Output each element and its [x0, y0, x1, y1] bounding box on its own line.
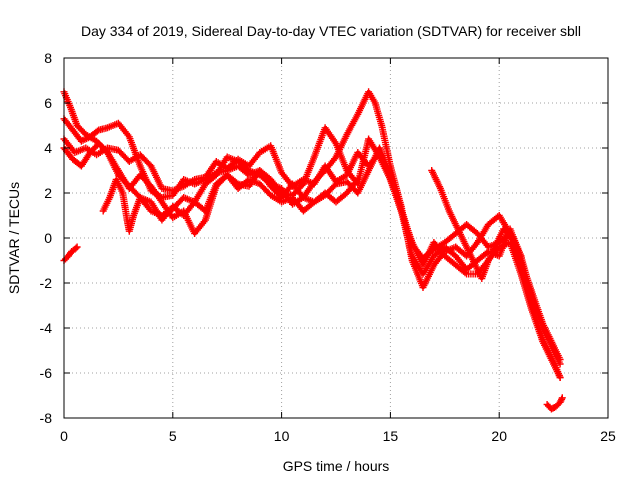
y-axis-label: SDTVAR / TECUs — [6, 182, 22, 294]
y-tick-label: 6 — [44, 95, 52, 111]
series-trace-b — [60, 115, 564, 368]
series-trace-f — [428, 167, 525, 282]
chart-title: Day 334 of 2019, Sidereal Day-to-day VTE… — [81, 23, 581, 39]
grid-layer — [64, 58, 608, 418]
plus-markers — [99, 171, 362, 235]
y-tick-label: -8 — [40, 410, 53, 426]
series-trace-e — [99, 171, 362, 235]
x-axis-label: GPS time / hours — [283, 458, 390, 474]
series-trace-h — [543, 394, 566, 413]
x-tick-label: 0 — [60, 428, 68, 444]
plus-markers — [60, 88, 564, 381]
y-tick-label: 0 — [44, 230, 52, 246]
data-layer — [60, 88, 566, 413]
y-tick-label: -4 — [40, 320, 53, 336]
plus-markers — [543, 394, 566, 413]
y-tick-label: 2 — [44, 185, 52, 201]
y-tick-label: -2 — [40, 275, 53, 291]
plus-markers — [428, 167, 525, 282]
x-tick-label: 25 — [600, 428, 616, 444]
y-tick-label: 8 — [44, 50, 52, 66]
x-tick-label: 5 — [169, 428, 177, 444]
tick-layer: 0 5 10 15 20 25 -8 -6 -4 -2 0 2 4 6 8 — [40, 50, 616, 444]
x-tick-label: 20 — [491, 428, 507, 444]
x-tick-label: 10 — [274, 428, 290, 444]
series-trace-a — [60, 88, 564, 381]
y-tick-label: -6 — [40, 365, 53, 381]
plus-markers — [60, 115, 564, 368]
y-tick-label: 4 — [44, 140, 52, 156]
x-tick-label: 15 — [383, 428, 399, 444]
